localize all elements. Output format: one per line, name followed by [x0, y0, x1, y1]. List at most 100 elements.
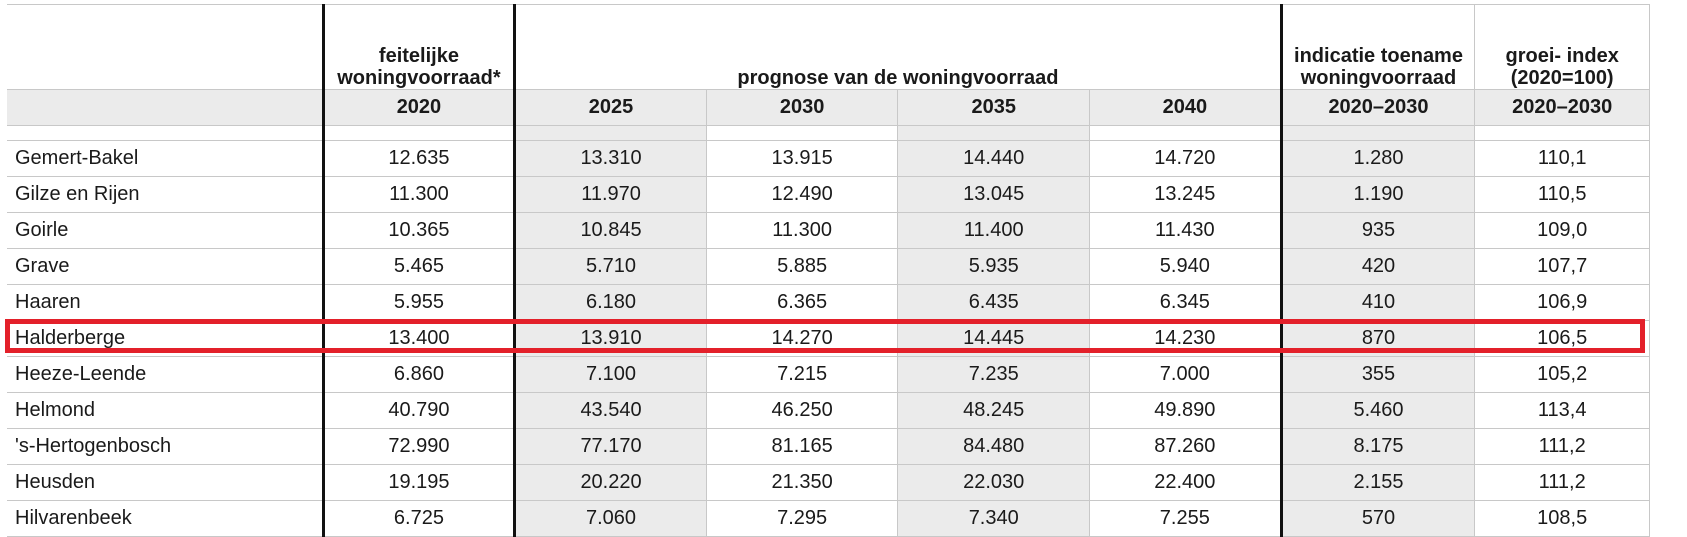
table-cell: 14.445 [897, 320, 1091, 357]
table-cell: 12.635 [323, 140, 517, 177]
table-row: Gilze en Rijen 11.300 11.970 12.490 13.045 13… [7, 176, 1650, 213]
table-cell: 7.060 [514, 500, 707, 537]
table-cell: 106,5 [1474, 320, 1650, 357]
table-cell: 110,1 [1474, 140, 1650, 177]
header-groei: groei- index (2020=100) [1474, 4, 1650, 90]
header-feitelijke: feitelijke woningvoorraad* [323, 4, 517, 90]
table-cell: 5.935 [897, 248, 1091, 285]
table-cell: 109,0 [1474, 212, 1650, 249]
municipality-name: 's-Hertogenbosch [7, 428, 325, 465]
year-header: 2025 [514, 89, 707, 126]
table-cell: 110,5 [1474, 176, 1650, 213]
municipality-name: Goirle [7, 212, 325, 249]
table-body: Gemert-Bakel 12.635 13.310 13.915 14.440 14.7… [7, 140, 1650, 537]
table-cell: 72.990 [323, 428, 517, 465]
table-cell: 7.255 [1089, 500, 1283, 537]
table-cell: 11.970 [514, 176, 707, 213]
table-cell: 420 [1281, 248, 1476, 285]
municipality-name: Heeze-Leende [7, 356, 325, 393]
table-cell: 355 [1281, 356, 1476, 393]
table-cell: 13.245 [1089, 176, 1283, 213]
table-cell: 49.890 [1089, 392, 1283, 429]
table-cell: 14.720 [1089, 140, 1283, 177]
table-cell: 87.260 [1089, 428, 1283, 465]
municipality-name: Haaren [7, 284, 325, 321]
table-cell: 7.235 [897, 356, 1091, 393]
municipality-name: Hilvarenbeek [7, 500, 325, 537]
table-cell: 13.910 [514, 320, 707, 357]
table-cell: 10.365 [323, 212, 517, 249]
table-row: Hilvarenbeek 6.725 7.060 7.295 7.340 7.255 570… [7, 500, 1650, 537]
spacer-row [7, 125, 1650, 141]
table-cell: 113,4 [1474, 392, 1650, 429]
header-toename: indicatie toename woningvoorraad [1281, 4, 1476, 90]
table-cell: 6.725 [323, 500, 517, 537]
table-cell: 1.280 [1281, 140, 1476, 177]
table-cell: 935 [1281, 212, 1476, 249]
table-cell: 20.220 [514, 464, 707, 501]
table-cell: 12.490 [706, 176, 899, 213]
table-cell: 6.345 [1089, 284, 1283, 321]
table-cell: 1.190 [1281, 176, 1476, 213]
header-blank [7, 4, 325, 90]
table-row: Heeze-Leende 6.860 7.100 7.215 7.235 7.000 355… [7, 356, 1650, 393]
table-cell: 8.175 [1281, 428, 1476, 465]
table-cell: 6.435 [897, 284, 1091, 321]
table-cell: 14.440 [897, 140, 1091, 177]
year-header: 2040 [1089, 89, 1283, 126]
table-cell: 5.465 [323, 248, 517, 285]
table-cell: 6.860 [323, 356, 517, 393]
header-row-years: 2020 2025 2030 2035 2040 2020–2030 2020–… [7, 89, 1650, 126]
table-row: Heusden 19.195 20.220 21.350 22.030 22.400 2.1… [7, 464, 1650, 501]
municipality-name: Gemert-Bakel [7, 140, 325, 177]
table-cell: 5.460 [1281, 392, 1476, 429]
table-cell: 106,9 [1474, 284, 1650, 321]
header-prognose: prognose van de woningvoorraad [514, 4, 1283, 90]
table-cell: 410 [1281, 284, 1476, 321]
header-row-labels: feitelijke woningvoorraad* prognose van … [7, 4, 1650, 90]
table-row: Halderberge 13.400 13.910 14.270 14.445 14.23… [7, 320, 1650, 357]
table-cell: 105,2 [1474, 356, 1650, 393]
table-cell: 22.030 [897, 464, 1091, 501]
table-cell: 6.365 [706, 284, 899, 321]
table-row: Helmond 40.790 43.540 46.250 48.245 49.890 5.4… [7, 392, 1650, 429]
table-cell: 570 [1281, 500, 1476, 537]
table-cell: 6.180 [514, 284, 707, 321]
year-header: 2035 [897, 89, 1091, 126]
table-cell: 108,5 [1474, 500, 1650, 537]
table-cell: 14.230 [1089, 320, 1283, 357]
table-cell: 111,2 [1474, 428, 1650, 465]
table-cell: 11.300 [323, 176, 517, 213]
table-cell: 11.400 [897, 212, 1091, 249]
table-cell: 22.400 [1089, 464, 1283, 501]
table-cell: 48.245 [897, 392, 1091, 429]
table-cell: 11.430 [1089, 212, 1283, 249]
table-cell: 5.940 [1089, 248, 1283, 285]
table-row: Goirle 10.365 10.845 11.300 11.400 11.430 935 1… [7, 212, 1650, 249]
table-cell: 77.170 [514, 428, 707, 465]
table-cell: 81.165 [706, 428, 899, 465]
municipality-name: Helmond [7, 392, 325, 429]
table-row: Gemert-Bakel 12.635 13.310 13.915 14.440 14.7… [7, 140, 1650, 177]
table-cell: 7.340 [897, 500, 1091, 537]
table-cell: 19.195 [323, 464, 517, 501]
period-header: 2020–2030 [1281, 89, 1476, 126]
table-cell: 7.000 [1089, 356, 1283, 393]
table-cell: 7.215 [706, 356, 899, 393]
table-cell: 13.915 [706, 140, 899, 177]
table-cell: 11.300 [706, 212, 899, 249]
table-row: Haaren 5.955 6.180 6.365 6.435 6.345 410 106,9 [7, 284, 1650, 321]
year-header-blank [7, 89, 325, 126]
table-cell: 7.295 [706, 500, 899, 537]
table-cell: 10.845 [514, 212, 707, 249]
municipality-name: Grave [7, 248, 325, 285]
municipality-name: Heusden [7, 464, 325, 501]
municipality-name: Halderberge [7, 320, 325, 357]
table-cell: 43.540 [514, 392, 707, 429]
table-cell: 40.790 [323, 392, 517, 429]
table-cell: 111,2 [1474, 464, 1650, 501]
table-cell: 107,7 [1474, 248, 1650, 285]
table-row: 's-Hertogenbosch 72.990 77.170 81.165 84.480… [7, 428, 1650, 465]
table-cell: 5.885 [706, 248, 899, 285]
municipality-name: Gilze en Rijen [7, 176, 325, 213]
